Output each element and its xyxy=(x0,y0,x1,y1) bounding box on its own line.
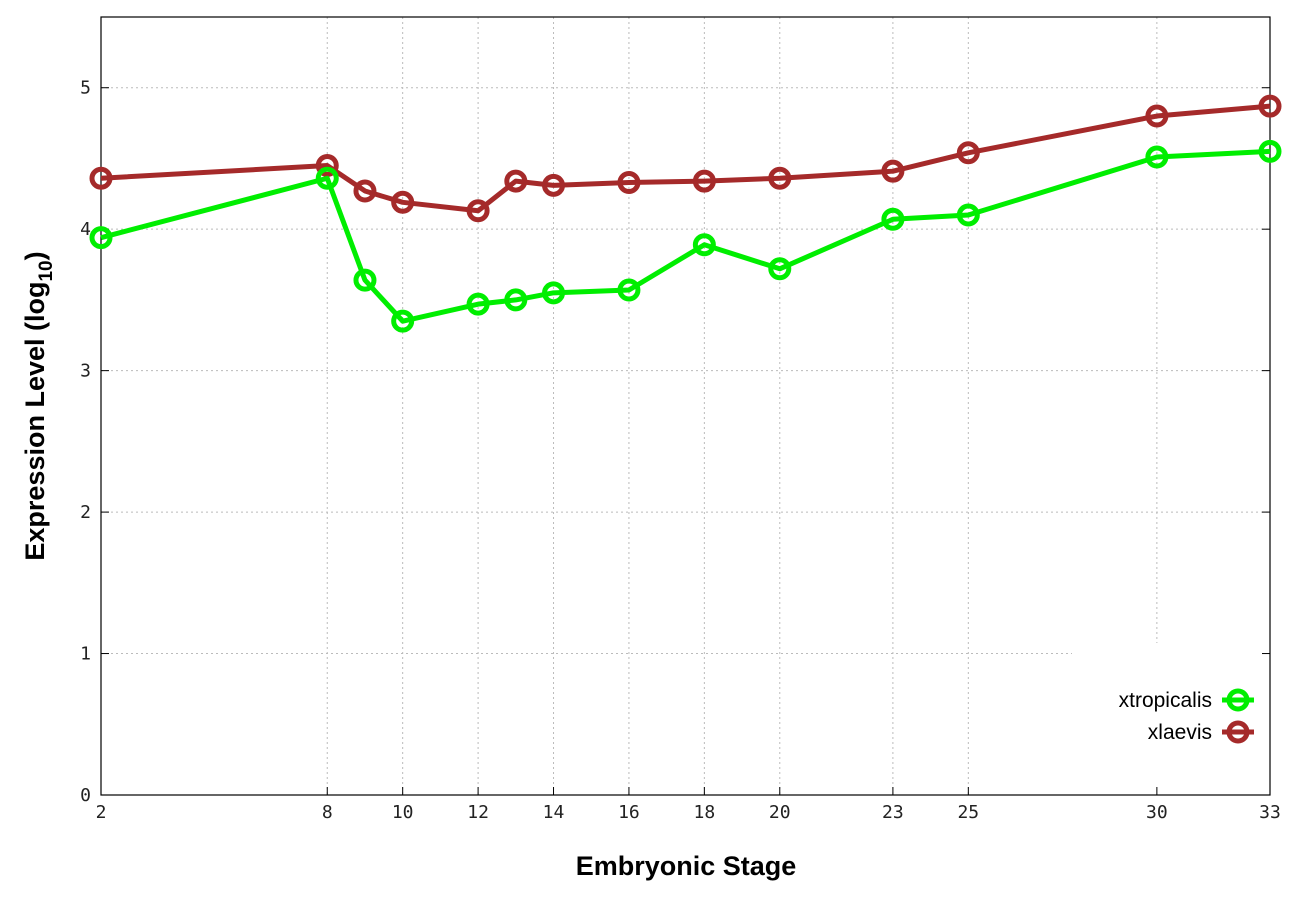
data-point-xtropicalis xyxy=(391,309,415,333)
x-tick-label: 16 xyxy=(618,802,640,823)
data-point-xlaevis xyxy=(466,199,490,223)
y-tick-label: 2 xyxy=(80,502,91,523)
data-point-xtropicalis xyxy=(504,288,528,312)
x-axis-label: Embryonic Stage xyxy=(576,851,797,881)
x-tick-label: 18 xyxy=(694,802,716,823)
legend-label-xlaevis: xlaevis xyxy=(1148,721,1212,744)
x-tick-label: 33 xyxy=(1259,802,1281,823)
x-tick-label: 14 xyxy=(543,802,565,823)
y-tick-label: 5 xyxy=(80,78,91,99)
legend-marker-xlaevis xyxy=(1226,720,1250,744)
x-tick-label: 20 xyxy=(769,802,791,823)
x-tick-label: 30 xyxy=(1146,802,1168,823)
data-point-xlaevis xyxy=(89,166,113,190)
y-tick-label: 1 xyxy=(80,644,91,665)
data-point-xtropicalis xyxy=(1258,139,1282,163)
data-point-xtropicalis xyxy=(466,292,490,316)
legend: xtropicalis xlaevis xyxy=(1119,688,1254,744)
y-axis-label: Expression Level (log10) xyxy=(20,251,57,560)
data-point-xtropicalis xyxy=(692,233,716,257)
x-tick-label: 2 xyxy=(96,802,107,823)
series-xlaevis xyxy=(89,94,1282,223)
x-tick-label: 8 xyxy=(322,802,333,823)
x-tick-label: 12 xyxy=(467,802,489,823)
series-xtropicalis xyxy=(89,139,1282,333)
grid xyxy=(101,17,1270,795)
legend-marker-xtropicalis xyxy=(1226,688,1250,712)
x-tick-label: 23 xyxy=(882,802,904,823)
data-point-xlaevis xyxy=(692,169,716,193)
data-point-xtropicalis xyxy=(315,166,339,190)
series-line-xtropicalis xyxy=(100,148,1271,324)
series-line-xlaevis xyxy=(100,103,1271,214)
data-point-xlaevis xyxy=(768,166,792,190)
data-point-xlaevis xyxy=(353,179,377,203)
data-point-xtropicalis xyxy=(353,268,377,292)
y-tick-label: 0 xyxy=(80,785,91,806)
data-point-xtropicalis xyxy=(1145,145,1169,169)
data-point-xtropicalis xyxy=(617,278,641,302)
data-point-xtropicalis xyxy=(542,281,566,305)
legend-background xyxy=(1072,643,1268,793)
x-tick-label: 10 xyxy=(392,802,414,823)
legend-label-xtropicalis: xtropicalis xyxy=(1119,689,1212,712)
data-point-xlaevis xyxy=(1145,104,1169,128)
data-point-xlaevis xyxy=(1258,94,1282,118)
data-point-xtropicalis xyxy=(881,207,905,231)
data-point-xtropicalis xyxy=(89,226,113,250)
plot-frame xyxy=(100,16,1271,796)
data-point-xtropicalis xyxy=(768,257,792,281)
y-tick-label: 4 xyxy=(80,219,91,240)
data-point-xtropicalis xyxy=(956,203,980,227)
series-layer xyxy=(89,94,1282,333)
data-point-xlaevis xyxy=(315,154,339,178)
y-tick-label: 3 xyxy=(80,361,91,382)
data-point-xlaevis xyxy=(956,141,980,165)
data-point-xlaevis xyxy=(542,173,566,197)
x-tick-label: 25 xyxy=(957,802,979,823)
data-point-xlaevis xyxy=(881,159,905,183)
data-point-xlaevis xyxy=(504,169,528,193)
data-point-xlaevis xyxy=(617,171,641,195)
data-point-xlaevis xyxy=(391,190,415,214)
